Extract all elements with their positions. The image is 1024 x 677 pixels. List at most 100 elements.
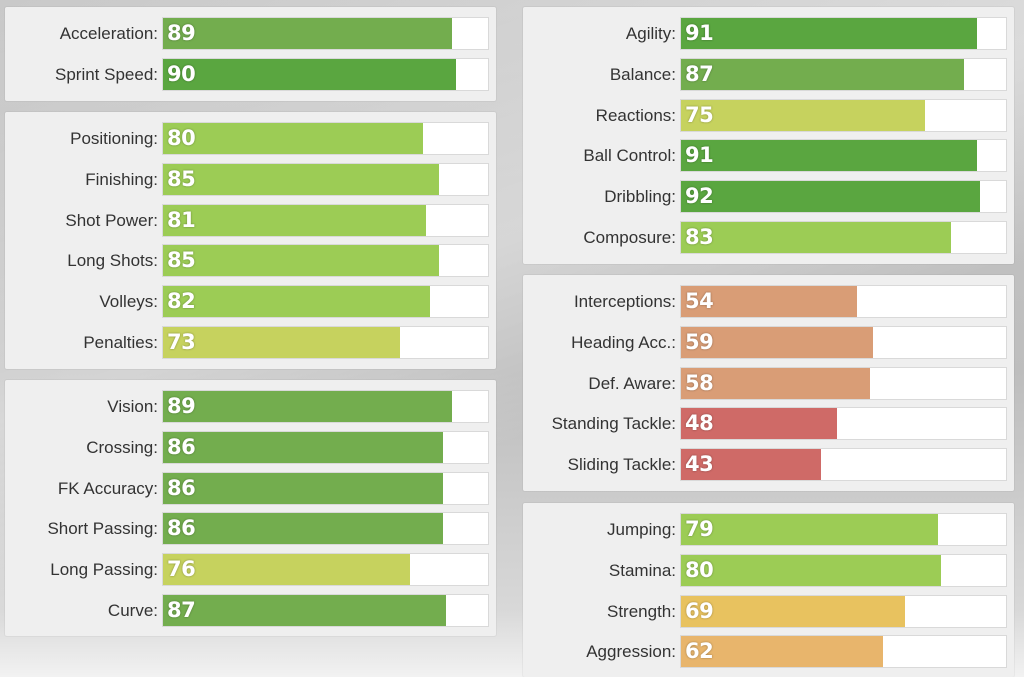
stat-bar: 82 [162, 285, 489, 319]
stat-label: Strength: [607, 601, 676, 621]
stat-bar: 48 [680, 407, 1007, 441]
stat-value: 79 [685, 517, 714, 541]
stat-row: Ball Control: 91 [523, 139, 1014, 173]
stat-bar: 86 [162, 471, 489, 505]
stat-label: Stamina: [608, 560, 676, 580]
stat-bar: 54 [680, 285, 1007, 318]
stat-value: 82 [167, 289, 196, 314]
stat-row: Interceptions: 54 [523, 285, 1014, 318]
stat-value: 91 [685, 21, 714, 45]
stat-bar: 58 [680, 366, 1007, 400]
stat-bar-fill [163, 58, 456, 90]
stat-row: Long Passing: 76 [5, 553, 496, 587]
stat-bar: 69 [680, 594, 1007, 628]
stat-label: Jumping: [607, 520, 676, 539]
stat-label: Finishing: [85, 169, 158, 189]
stat-row: Strength: 69 [523, 594, 1014, 628]
stat-bar: 91 [680, 139, 1007, 173]
stat-label: Balance: [609, 64, 676, 84]
stat-bar-fill [163, 431, 443, 463]
stat-value: 75 [685, 102, 714, 127]
stat-value: 86 [167, 434, 196, 459]
stat-label: Short Passing: [47, 519, 158, 539]
stat-value: 73 [167, 330, 196, 354]
stat-row: Acceleration: 89 [5, 17, 496, 50]
stat-bar-fill [163, 286, 430, 318]
stat-bar-fill [681, 222, 951, 253]
stat-value: 54 [685, 289, 714, 313]
stat-row: Sprint Speed: 90 [5, 57, 496, 91]
stat-bar-fill [681, 449, 821, 481]
stat-value: 85 [167, 166, 196, 191]
stat-value: 86 [167, 475, 196, 500]
stat-bar-fill [163, 391, 453, 422]
stats-panel-passing: Vision: 89 Crossing: 86 FK Accuracy: 86 Short … [5, 380, 496, 636]
stat-bar: 76 [162, 553, 489, 587]
stat-bar-fill [681, 554, 941, 586]
stat-label: Dribbling: [604, 187, 676, 207]
stat-bar: 80 [162, 122, 489, 155]
stat-bar-fill [163, 554, 410, 586]
stat-value: 48 [685, 411, 714, 436]
stat-label: Composure: [583, 228, 676, 247]
stat-value: 80 [167, 126, 196, 150]
stat-bar: 43 [680, 448, 1007, 482]
stat-label: Shot Power: [65, 210, 158, 230]
stat-bar-fill [163, 163, 440, 195]
stats-panel-physical: Jumping: 79 Stamina: 80 Strength: 69 Aggressio… [523, 503, 1014, 677]
stat-label: Long Passing: [50, 560, 158, 580]
stat-value: 58 [685, 370, 714, 395]
stat-label: Positioning: [70, 129, 158, 148]
stat-value: 62 [685, 639, 714, 664]
stat-label: Ball Control: [583, 146, 676, 166]
stat-row: Dribbling: 92 [523, 180, 1014, 214]
stat-label: Acceleration: [59, 24, 158, 43]
stats-panel-pace: Acceleration: 89 Sprint Speed: 90 [5, 7, 496, 101]
stat-bar: 83 [680, 221, 1007, 254]
stat-row: Composure: 83 [523, 221, 1014, 254]
stat-value: 89 [167, 21, 196, 45]
stat-bar: 86 [162, 512, 489, 546]
stat-bar-fill [163, 245, 440, 277]
stat-value: 87 [167, 598, 196, 622]
stat-row: Def. Aware: 58 [523, 366, 1014, 400]
stat-bar-fill [681, 636, 883, 668]
stat-row: Long Shots: 85 [5, 244, 496, 278]
stat-value: 91 [685, 143, 714, 168]
stat-label: Long Shots: [67, 251, 158, 271]
stat-bar: 91 [680, 17, 1007, 50]
stat-value: 90 [167, 61, 196, 86]
stat-bar: 80 [680, 553, 1007, 587]
stat-row: Sliding Tackle: 43 [523, 448, 1014, 482]
stat-bar: 85 [162, 244, 489, 278]
stat-bar-fill [163, 327, 401, 358]
stat-bar: 87 [680, 57, 1007, 91]
stat-bar-fill [163, 204, 427, 236]
stat-label: Interceptions: [573, 292, 676, 311]
stat-bar: 81 [162, 203, 489, 237]
stat-label: FK Accuracy: [57, 478, 158, 498]
stat-bar-fill [163, 595, 446, 626]
stat-row: Volleys: 82 [5, 285, 496, 319]
stat-bar-fill [681, 595, 906, 627]
stat-bar-fill [681, 514, 938, 545]
stat-bar-fill [681, 286, 857, 317]
stat-value: 43 [685, 452, 714, 477]
stat-label: Curve: [107, 601, 158, 620]
stat-bar-fill [163, 18, 453, 49]
stat-row: Penalties: 73 [5, 326, 496, 359]
stat-row: Reactions: 75 [523, 98, 1014, 132]
stat-label: Heading Acc.: [571, 332, 676, 352]
stat-row: Vision: 89 [5, 390, 496, 423]
stat-bar: 89 [162, 390, 489, 423]
stat-bar: 75 [680, 98, 1007, 132]
stat-bar: 73 [162, 326, 489, 359]
stat-label: Penalties: [83, 333, 158, 352]
stat-bar-fill [163, 513, 443, 545]
stat-value: 83 [685, 225, 714, 249]
stat-bar: 79 [680, 513, 1007, 546]
stat-bar: 85 [162, 162, 489, 196]
stat-bar: 62 [680, 635, 1007, 669]
stat-row: Heading Acc.: 59 [523, 325, 1014, 359]
stat-value: 59 [685, 329, 714, 354]
